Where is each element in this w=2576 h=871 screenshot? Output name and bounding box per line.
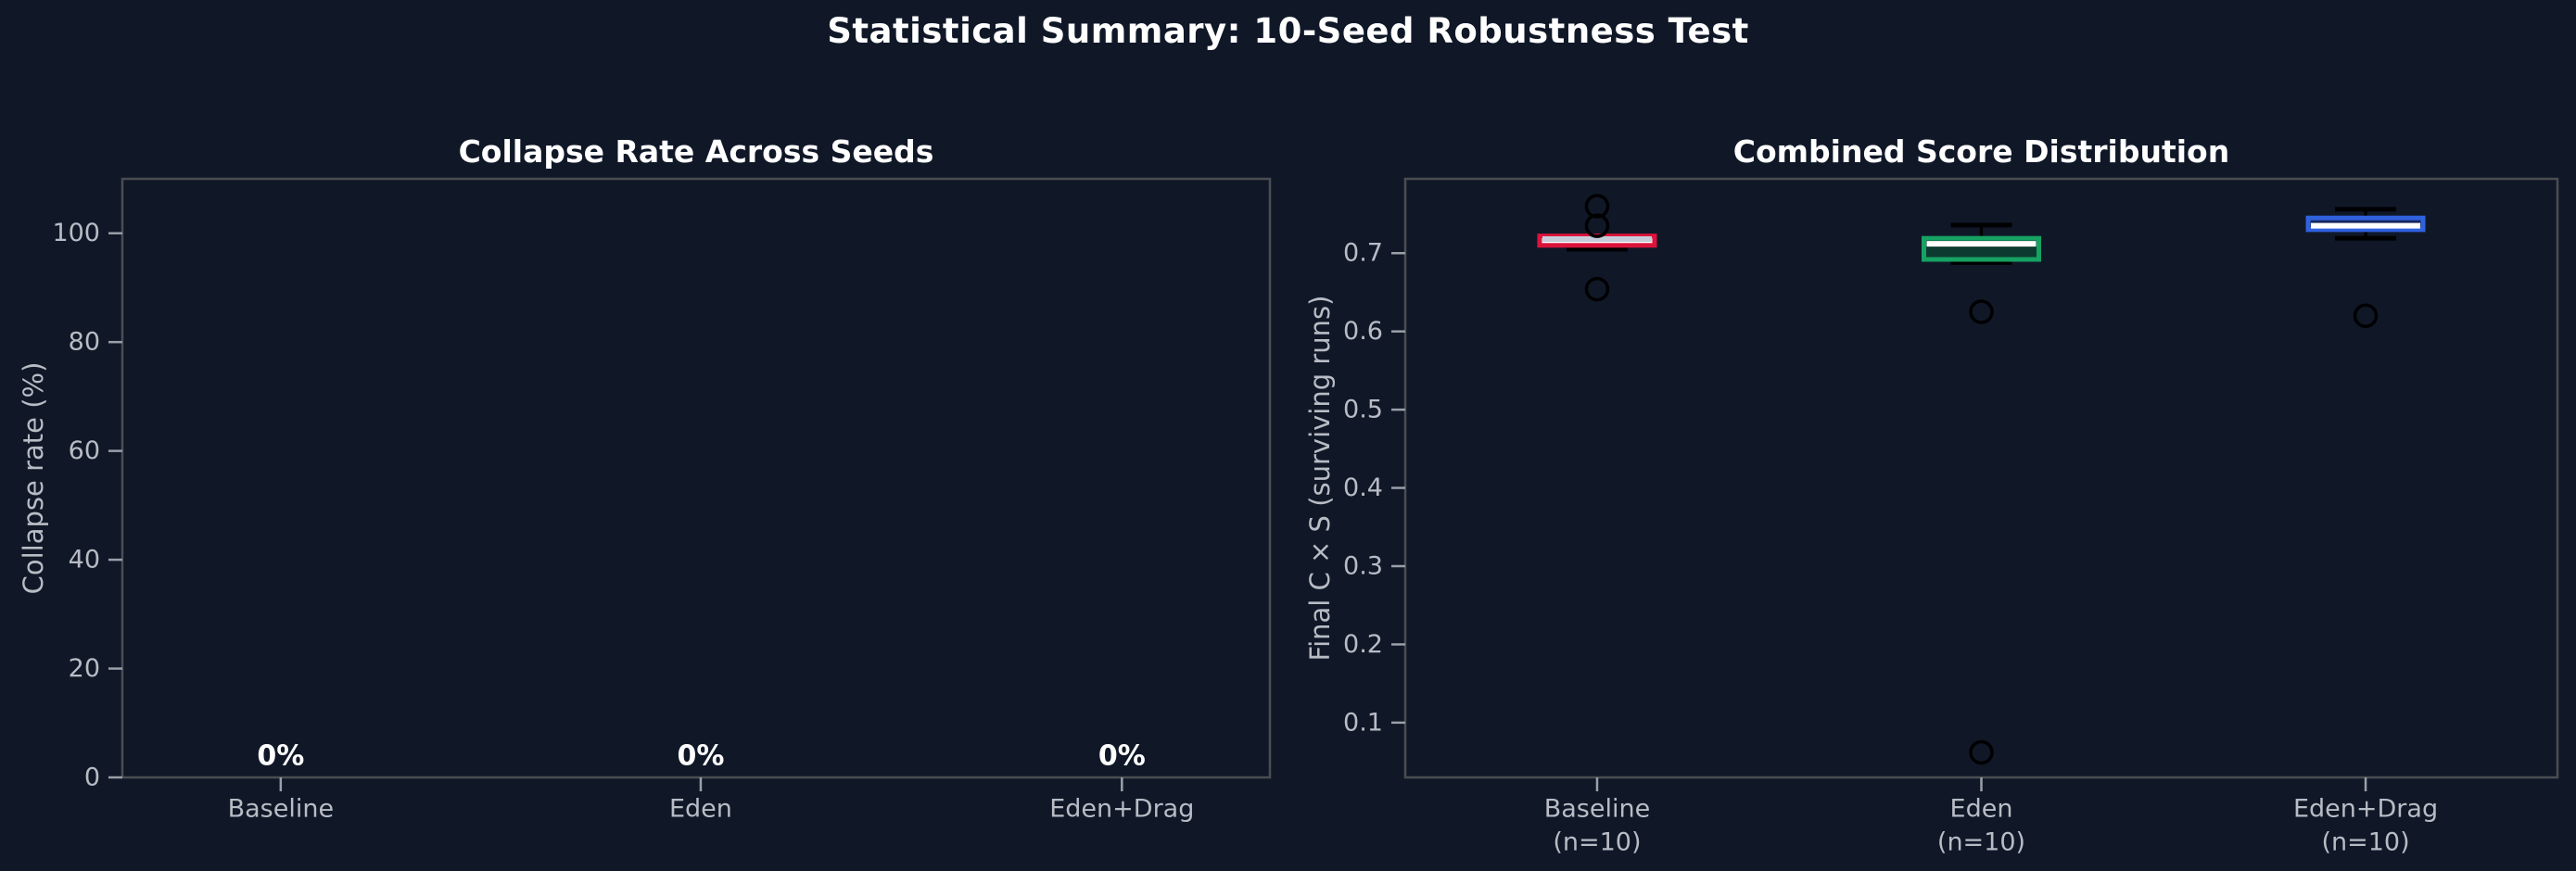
y-tick-label: 60 — [69, 436, 100, 465]
x-tick-label: Eden — [1950, 795, 2013, 824]
bar-value-label: 0% — [257, 740, 304, 773]
box-chart-title: Combined Score Distribution — [1732, 133, 2230, 170]
x-tick-label: Eden — [669, 795, 732, 824]
x-tick-label: (n=10) — [1937, 828, 2025, 857]
x-tick-label: (n=10) — [1553, 828, 1641, 857]
x-tick-label: Baseline — [1544, 795, 1650, 824]
y-tick-label: 80 — [69, 328, 100, 357]
outlier-point — [2353, 303, 2379, 329]
outlier-point — [1969, 739, 1994, 765]
bar-value-label: 0% — [1098, 740, 1146, 773]
x-tick-label: Eden+Drag — [1049, 795, 1194, 824]
y-tick-label: 0 — [84, 764, 100, 792]
x-tick-label: (n=10) — [2321, 828, 2409, 857]
figure-title: Statistical Summary: 10-Seed Robustness … — [827, 11, 1749, 51]
y-tick-label: 40 — [69, 546, 100, 574]
outlier-point — [1969, 299, 1994, 324]
y-tick-label: 0.2 — [1343, 630, 1383, 659]
outlier-point — [1584, 194, 1610, 219]
y-tick-label: 0.5 — [1343, 396, 1383, 424]
y-tick-label: 0.4 — [1343, 473, 1383, 502]
box-edge-eden — [1922, 235, 2041, 262]
y-tick-label: 0.7 — [1343, 239, 1383, 268]
y-tick-label: 0.1 — [1343, 708, 1383, 737]
bar-chart-title: Collapse Rate Across Seeds — [458, 133, 934, 170]
y-tick-label: 100 — [52, 219, 100, 247]
y-tick-label: 0.3 — [1343, 552, 1383, 581]
outlier-point — [1584, 276, 1610, 302]
plot-frame — [1403, 177, 2559, 779]
bar-value-label: 0% — [677, 740, 724, 773]
y-tick-label: 20 — [69, 654, 100, 683]
x-tick-label: Eden+Drag — [2293, 795, 2438, 824]
plot-frame — [121, 177, 1272, 779]
box-edge-eden+drag — [2305, 215, 2426, 233]
y-tick-label: 0.6 — [1343, 317, 1383, 346]
x-tick-label: Baseline — [228, 795, 334, 824]
outlier-point — [1584, 213, 1610, 238]
